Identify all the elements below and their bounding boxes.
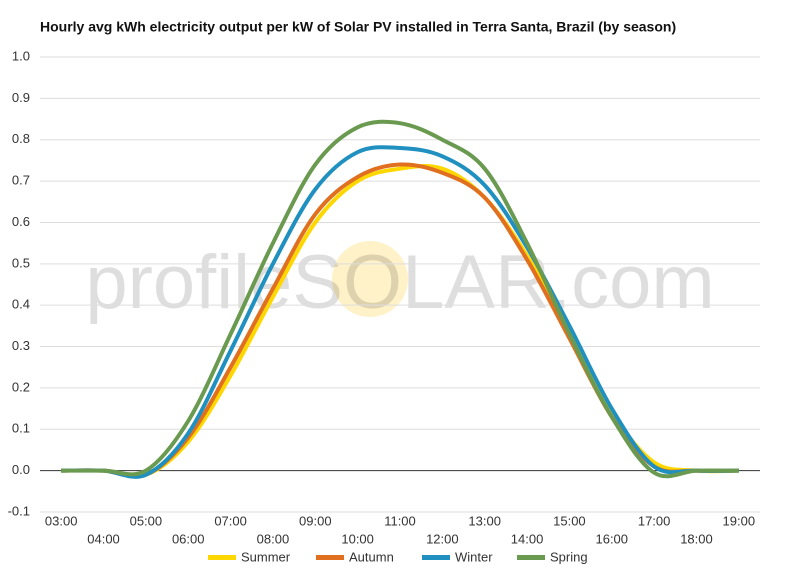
legend-label: Autumn: [349, 549, 394, 564]
y-tick-label: 0.7: [12, 173, 30, 188]
legend-label: Summer: [241, 549, 291, 564]
watermark: profileSOLAR.com: [85, 240, 714, 325]
legend-swatch: [208, 555, 236, 560]
y-tick-label: 0.5: [12, 255, 30, 270]
y-tick-label: 0.3: [12, 338, 30, 353]
series-line: [61, 119, 739, 479]
watermark-sun: [332, 241, 408, 317]
x-tick-label: 06:00: [172, 531, 205, 546]
y-tick-label: 0.9: [12, 90, 30, 105]
x-tick-label: 15:00: [553, 513, 586, 528]
y-tick-label: 0.8: [12, 131, 30, 146]
x-tick-label: 05:00: [130, 513, 163, 528]
y-tick-label: 0.4: [12, 297, 30, 312]
x-tick-label: 18:00: [680, 531, 713, 546]
x-tick-label: 03:00: [45, 513, 78, 528]
x-tick-label: 16:00: [595, 531, 628, 546]
legend-swatch: [316, 555, 344, 560]
x-tick-label: 14:00: [511, 531, 544, 546]
x-tick-label: 07:00: [214, 513, 247, 528]
legend-swatch: [517, 555, 545, 560]
series-line: [61, 145, 739, 479]
y-tick-label: 0.0: [12, 462, 30, 477]
legend-label: Spring: [550, 549, 588, 564]
y-tick-label: 0.6: [12, 214, 30, 229]
y-tick-label: 0.2: [12, 379, 30, 394]
x-tick-label: 13:00: [468, 513, 501, 528]
x-tick-label: 19:00: [723, 513, 756, 528]
x-tick-label: 09:00: [299, 513, 332, 528]
x-tick-label: 08:00: [257, 531, 290, 546]
x-tick-label: 11:00: [384, 513, 416, 528]
x-tick-label: 12:00: [426, 531, 459, 546]
y-tick-label: -0.1: [8, 503, 30, 518]
legend-swatch: [422, 555, 450, 560]
x-tick-label: 04:00: [87, 531, 120, 546]
legend-label: Winter: [455, 549, 493, 564]
y-tick-label: 1.0: [12, 48, 30, 63]
x-tick-label: 17:00: [638, 513, 671, 528]
chart-title: Hourly avg kWh electricity output per kW…: [40, 19, 676, 35]
y-tick-label: 0.1: [12, 421, 30, 436]
x-tick-label: 10:00: [341, 531, 374, 546]
